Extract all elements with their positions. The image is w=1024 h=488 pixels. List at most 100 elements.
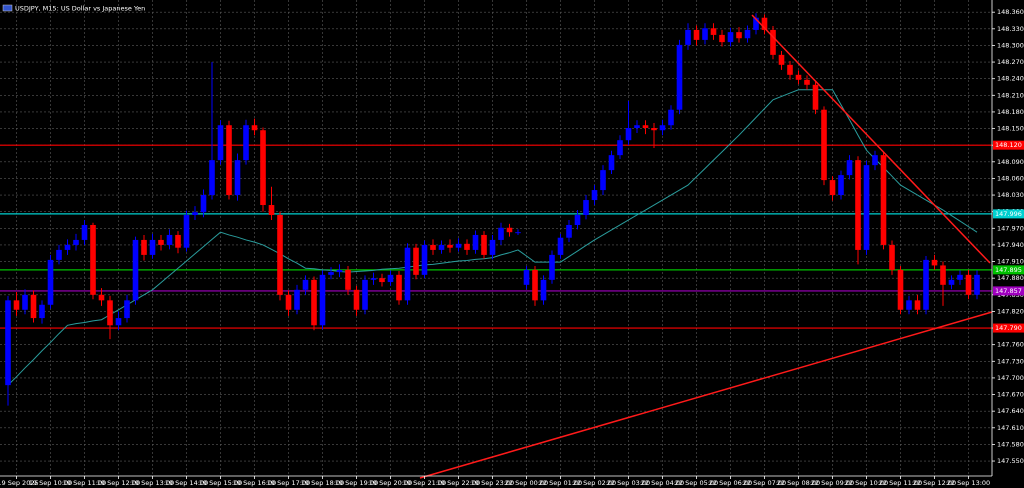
x-tick-label: 19 Sep 22:00 bbox=[437, 479, 480, 487]
candle-body bbox=[906, 300, 912, 310]
candle-body bbox=[855, 160, 861, 250]
candle-body bbox=[294, 289, 300, 310]
levels bbox=[0, 144, 992, 329]
candle-body bbox=[404, 247, 411, 301]
candle-body bbox=[268, 205, 275, 216]
candle-body bbox=[608, 155, 615, 171]
candle-body bbox=[421, 244, 428, 275]
candle-body bbox=[124, 300, 130, 319]
candle-body bbox=[277, 215, 283, 295]
candle-body bbox=[251, 125, 258, 131]
candle-body bbox=[829, 180, 836, 196]
candle-body bbox=[455, 243, 462, 248]
candle-body bbox=[226, 125, 232, 196]
y-tick-label: 147.820 bbox=[997, 307, 1024, 315]
candle-body bbox=[285, 294, 292, 310]
candle-body bbox=[897, 269, 904, 310]
candle-body bbox=[600, 170, 606, 191]
candle-body bbox=[47, 259, 54, 305]
x-tick-label: 22 Sep 07:00 bbox=[743, 479, 786, 487]
y-tick-label: 147.610 bbox=[997, 424, 1024, 432]
y-tick-label: 148.150 bbox=[997, 125, 1024, 133]
candle-body bbox=[821, 109, 827, 181]
y-tick-label: 147.880 bbox=[997, 274, 1024, 282]
x-tick-label: 19 Sep 12:00 bbox=[97, 479, 140, 487]
y-tick-label: 148.030 bbox=[997, 191, 1024, 199]
y-tick-label: 147.640 bbox=[997, 407, 1024, 415]
candle-body bbox=[192, 212, 198, 216]
y-tick-label: 147.580 bbox=[997, 440, 1024, 448]
x-tick-label: 19 Sep 21:00 bbox=[403, 479, 446, 487]
candle-body bbox=[379, 278, 385, 283]
candle-body bbox=[387, 274, 394, 283]
y-tick-label: 147.910 bbox=[997, 258, 1024, 266]
candle-body bbox=[566, 224, 572, 238]
x-tick-label: 19 Sep 2025 bbox=[0, 479, 39, 487]
y-tick-label: 147.670 bbox=[997, 391, 1024, 399]
candle-body bbox=[625, 128, 632, 141]
level-label: 147.895 bbox=[995, 266, 1022, 274]
y-tick-label: 148.180 bbox=[997, 108, 1024, 116]
y-tick-label: 148.330 bbox=[997, 25, 1024, 33]
candle-body bbox=[200, 195, 207, 213]
x-tick-label: 22 Sep 05:00 bbox=[675, 479, 718, 487]
candle-body bbox=[447, 244, 453, 248]
candle-body bbox=[302, 279, 309, 290]
candle-body bbox=[659, 125, 666, 131]
candle-body bbox=[5, 300, 11, 386]
candle-body bbox=[472, 234, 479, 250]
candle-body bbox=[557, 237, 564, 255]
y-tick-label: 147.760 bbox=[997, 341, 1024, 349]
candle-body bbox=[727, 32, 734, 43]
x-tick-label: 19 Sep 16:00 bbox=[233, 479, 276, 487]
candle-body bbox=[489, 239, 496, 255]
y-tick-label: 148.240 bbox=[997, 75, 1024, 83]
candle-body bbox=[549, 254, 555, 280]
candle-body bbox=[532, 269, 538, 301]
axes: 148.360 148.330 148.300 148.270 148.240 148.2… bbox=[0, 8, 1024, 487]
candle-body bbox=[923, 259, 929, 310]
candle-body bbox=[149, 239, 156, 255]
candle-body bbox=[804, 79, 810, 85]
level-tag bbox=[993, 265, 1024, 275]
trend-line bbox=[419, 311, 993, 479]
y-tick-label: 147.970 bbox=[997, 224, 1024, 232]
grid bbox=[0, 0, 992, 476]
plot bbox=[5, 13, 980, 406]
candle-body bbox=[175, 234, 181, 248]
candle-body bbox=[863, 165, 870, 250]
candle-body bbox=[940, 265, 946, 285]
x-tick-label: 22 Sep 06:00 bbox=[709, 479, 752, 487]
candle-body bbox=[753, 17, 759, 30]
candle-body bbox=[39, 304, 45, 319]
candle-body bbox=[430, 244, 436, 250]
candle-body bbox=[243, 125, 249, 161]
candle-body bbox=[583, 200, 589, 216]
level-label: 147.790 bbox=[995, 324, 1022, 332]
y-tick-label: 147.940 bbox=[997, 241, 1024, 249]
chart-title: USDJPY, M15: US Dollar vs Japanese Yen bbox=[15, 5, 145, 13]
candle-body bbox=[217, 125, 224, 161]
x-tick-label: 19 Sep 13:00 bbox=[131, 479, 174, 487]
x-tick-label: 22 Sep 08:00 bbox=[777, 479, 820, 487]
y-tick-label: 148.090 bbox=[997, 158, 1024, 166]
candle-body bbox=[319, 274, 326, 326]
candle-body bbox=[158, 239, 164, 245]
x-tick-label: 22 Sep 02:00 bbox=[573, 479, 616, 487]
level-tag bbox=[993, 323, 1024, 333]
candle-body bbox=[642, 125, 649, 129]
candle-body bbox=[515, 232, 521, 234]
x-tick-label: 22 Sep 13:00 bbox=[947, 479, 990, 487]
x-tick-label: 19 Sep 10:00 bbox=[29, 479, 72, 487]
candle-body bbox=[98, 294, 105, 301]
candle-body bbox=[64, 244, 71, 250]
candle-body bbox=[668, 109, 674, 126]
candle-body bbox=[710, 28, 717, 35]
candle-body bbox=[22, 294, 28, 310]
x-tick-label: 22 Sep 09:00 bbox=[811, 479, 854, 487]
candle-body bbox=[362, 279, 368, 310]
candle-body bbox=[183, 215, 190, 248]
candle-body bbox=[744, 29, 751, 39]
candle-body bbox=[115, 318, 122, 326]
